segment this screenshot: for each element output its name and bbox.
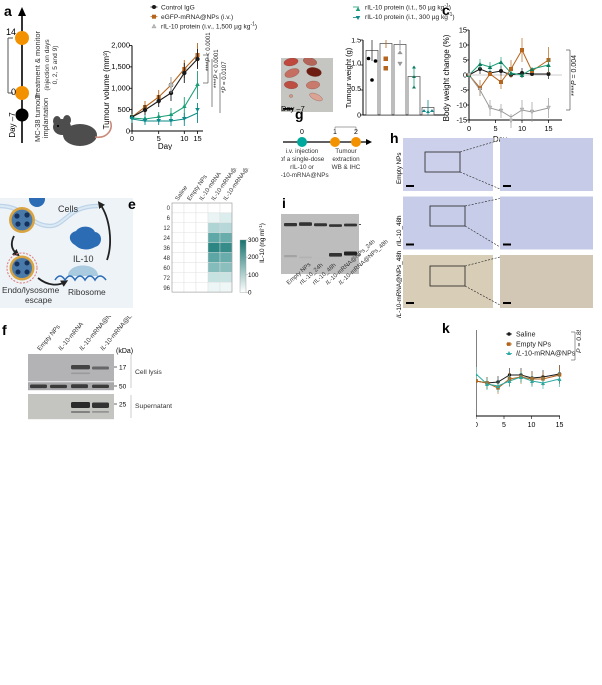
svg-text:50: 50: [119, 384, 127, 391]
svg-text:Control IgG: Control IgG: [161, 5, 195, 12]
svg-text:72: 72: [163, 276, 170, 282]
svg-text:15: 15: [556, 422, 564, 429]
svg-text:15: 15: [193, 134, 201, 143]
svg-text:WB & IHC: WB & IHC: [332, 164, 361, 171]
svg-text:IL-10-mRNA@NPs: IL-10-mRNA@NPs: [516, 351, 576, 358]
svg-text:IL-10: IL-10: [73, 254, 94, 264]
svg-text:36: 36: [163, 246, 170, 252]
svg-text:****P < 0.0001: ****P < 0.0001: [206, 32, 212, 71]
svg-text:10: 10: [180, 134, 188, 143]
svg-text:Tumour volume (mm³): Tumour volume (mm³): [102, 50, 111, 129]
svg-text:200: 200: [248, 254, 259, 261]
svg-text:15: 15: [544, 124, 552, 133]
svg-text:300: 300: [248, 237, 259, 244]
svg-text:100: 100: [248, 272, 259, 279]
svg-text:rIL-10 protein (i.t., 50 µg kg: rIL-10 protein (i.t., 50 µg kg-1): [365, 3, 451, 12]
svg-text:0, 2, 5 and 9): 0, 2, 5 and 9): [52, 46, 59, 85]
svg-text:Tumour: Tumour: [335, 148, 356, 155]
svg-text:Ribosome: Ribosome: [68, 287, 106, 297]
svg-text:10: 10: [459, 41, 467, 50]
svg-text:(kDa): (kDa): [116, 348, 133, 355]
svg-text:0: 0: [248, 290, 252, 297]
svg-text:5: 5: [502, 422, 506, 429]
svg-text:Day: Day: [158, 142, 172, 150]
svg-text:10: 10: [528, 422, 536, 429]
svg-text:Tumour weight (g): Tumour weight (g): [345, 47, 353, 108]
svg-text:0: 0: [357, 113, 361, 120]
svg-text:-15: -15: [456, 116, 467, 125]
svg-text:0: 0: [476, 422, 478, 429]
svg-text:Saline: Saline: [516, 332, 536, 339]
svg-text:rIL-10 or: rIL-10 or: [290, 164, 314, 171]
svg-text:IL-10-mRNA@NPs: IL-10-mRNA@NPs: [281, 172, 329, 179]
svg-text:IL-10 (ng ml-1): IL-10 (ng ml-1): [258, 223, 267, 263]
svg-text:60: 60: [163, 266, 170, 272]
svg-text:5: 5: [493, 124, 497, 133]
svg-text:1.5: 1.5: [351, 38, 361, 45]
svg-text:25: 25: [119, 402, 127, 409]
svg-text:Treatment & monitor: Treatment & monitor: [33, 30, 42, 99]
svg-text:0: 0: [167, 206, 171, 212]
svg-text:0: 0: [467, 124, 471, 133]
svg-text:extraction: extraction: [332, 156, 360, 163]
svg-text:(injection on days: (injection on days: [44, 39, 51, 91]
svg-text:2,000: 2,000: [111, 41, 130, 50]
svg-text:10: 10: [518, 124, 526, 133]
svg-text:500: 500: [117, 105, 130, 114]
svg-text:12: 12: [163, 226, 170, 232]
svg-text:0: 0: [130, 134, 134, 143]
svg-text:escape: escape: [25, 295, 52, 305]
svg-text:Supernatant: Supernatant: [135, 403, 172, 410]
svg-text:****P < 0.0001: ****P < 0.0001: [214, 49, 220, 88]
svg-text:24: 24: [163, 236, 170, 242]
svg-text:****P = 0.004: ****P = 0.004: [571, 55, 578, 96]
svg-text:Cells: Cells: [58, 204, 79, 214]
svg-text:of a single-dose: of a single-dose: [281, 156, 325, 163]
svg-text:1,000: 1,000: [111, 84, 130, 93]
svg-text:0: 0: [300, 129, 304, 136]
svg-text:Empty NPs: Empty NPs: [516, 342, 552, 349]
svg-text:1,500: 1,500: [111, 62, 130, 71]
svg-text:96: 96: [163, 286, 170, 292]
svg-text:Endo/lysosome: Endo/lysosome: [2, 285, 60, 295]
svg-text:implantation: implantation: [41, 98, 50, 138]
svg-text:i.v. injection: i.v. injection: [286, 148, 319, 155]
svg-text:Cell lysis: Cell lysis: [135, 369, 162, 376]
svg-text:Day –7: Day –7: [8, 112, 17, 138]
svg-text:P = 0.8599: P = 0.8599: [576, 330, 583, 353]
svg-text:6: 6: [167, 216, 171, 222]
svg-text:0: 0: [11, 87, 16, 97]
svg-text:*P = 0.0107: *P = 0.0107: [222, 61, 228, 93]
svg-text:14: 14: [6, 27, 16, 37]
svg-text:17: 17: [119, 365, 127, 372]
svg-text:-10: -10: [456, 101, 467, 110]
svg-text:48: 48: [163, 256, 170, 262]
